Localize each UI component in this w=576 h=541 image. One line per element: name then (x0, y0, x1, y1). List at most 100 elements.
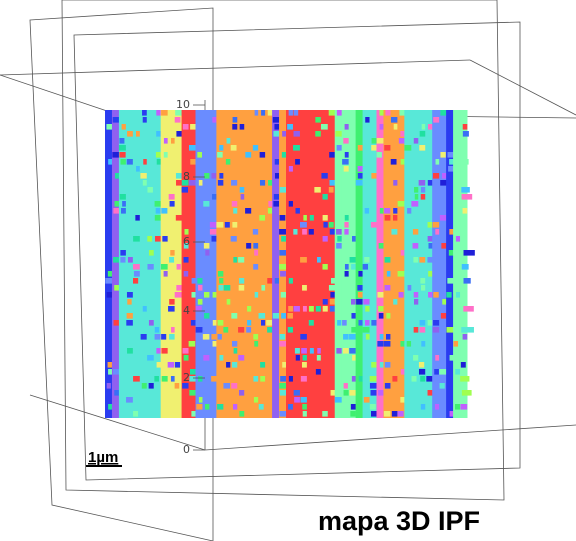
grain (464, 278, 471, 284)
grain (462, 390, 472, 396)
grain (177, 264, 181, 270)
grain (455, 404, 460, 410)
grain (370, 404, 376, 410)
grain (399, 292, 404, 298)
grain (147, 236, 152, 242)
grain (463, 208, 468, 214)
grain (460, 404, 467, 410)
tick-label: 10 (176, 98, 190, 111)
grain (329, 152, 335, 158)
grain (294, 110, 299, 116)
grain (119, 152, 125, 158)
grain (184, 271, 189, 277)
grain (446, 292, 451, 298)
grain (434, 369, 439, 375)
grain (223, 383, 230, 389)
grain (233, 404, 238, 410)
grain (363, 264, 368, 270)
grain (280, 215, 286, 221)
grain (453, 341, 458, 347)
grain (141, 334, 147, 340)
grain (155, 327, 159, 333)
grain-column (202, 110, 209, 418)
grain-column (335, 110, 342, 418)
grain (419, 362, 424, 368)
grain (461, 159, 468, 165)
grain-column (307, 110, 314, 418)
grain (287, 313, 293, 319)
plane-edge (0, 75, 110, 112)
grain (337, 320, 341, 326)
grain-column (370, 110, 377, 418)
grain (377, 152, 382, 158)
grain (309, 229, 314, 235)
grain (232, 362, 238, 368)
grain (280, 187, 287, 193)
grain (218, 334, 222, 340)
grain (461, 362, 466, 368)
title: mapa 3D IPF (318, 506, 480, 536)
grain (300, 257, 307, 263)
grain (463, 131, 469, 137)
grain-column (390, 110, 397, 418)
grain-column (230, 110, 237, 418)
grain (407, 341, 411, 347)
grain (231, 236, 237, 242)
grain (147, 355, 154, 361)
grain-column (300, 110, 307, 418)
grain (225, 222, 230, 228)
grain (440, 180, 447, 186)
grain (119, 138, 124, 144)
grain (120, 257, 125, 263)
scale-bar-label: 1µm (88, 449, 118, 466)
plane-edge (0, 60, 470, 75)
grain-column (356, 110, 363, 418)
grain-column (404, 110, 411, 418)
grain (175, 117, 181, 123)
grain (463, 124, 468, 130)
grain-column (140, 110, 147, 418)
grain (161, 334, 166, 340)
grain (280, 334, 286, 340)
grain (218, 250, 223, 256)
grain-column (265, 110, 272, 418)
grain (315, 117, 321, 123)
grain (189, 341, 196, 347)
grain-column (286, 110, 293, 418)
grain (440, 383, 445, 389)
grain (441, 341, 445, 347)
grain-column (411, 110, 418, 418)
grain (147, 187, 152, 193)
grain (365, 208, 369, 214)
grain (175, 362, 180, 368)
grain (449, 229, 453, 235)
grain (398, 411, 404, 417)
tick-label: 4 (183, 304, 190, 317)
grain-column (168, 110, 175, 418)
tick-label: 8 (183, 170, 190, 183)
grain (462, 271, 467, 277)
grain (462, 264, 469, 270)
grain (349, 334, 356, 340)
grain (310, 348, 315, 354)
grain (114, 320, 120, 326)
grain-column (223, 110, 230, 418)
grain (279, 229, 287, 235)
grain (133, 278, 138, 284)
grain-column (126, 110, 133, 418)
grain (142, 110, 147, 116)
page: 1086420 1µm mapa 3D IPF (() => { const d… (0, 0, 576, 541)
grain (127, 299, 131, 305)
grain (169, 257, 174, 263)
grain (223, 327, 228, 333)
grain (154, 376, 159, 382)
grain (259, 404, 264, 410)
grain (217, 152, 223, 158)
grain (351, 264, 356, 270)
grain (461, 187, 470, 193)
grain (259, 313, 267, 319)
grain (329, 222, 334, 228)
grain (231, 334, 237, 340)
grain (329, 187, 334, 193)
grain (391, 159, 397, 165)
